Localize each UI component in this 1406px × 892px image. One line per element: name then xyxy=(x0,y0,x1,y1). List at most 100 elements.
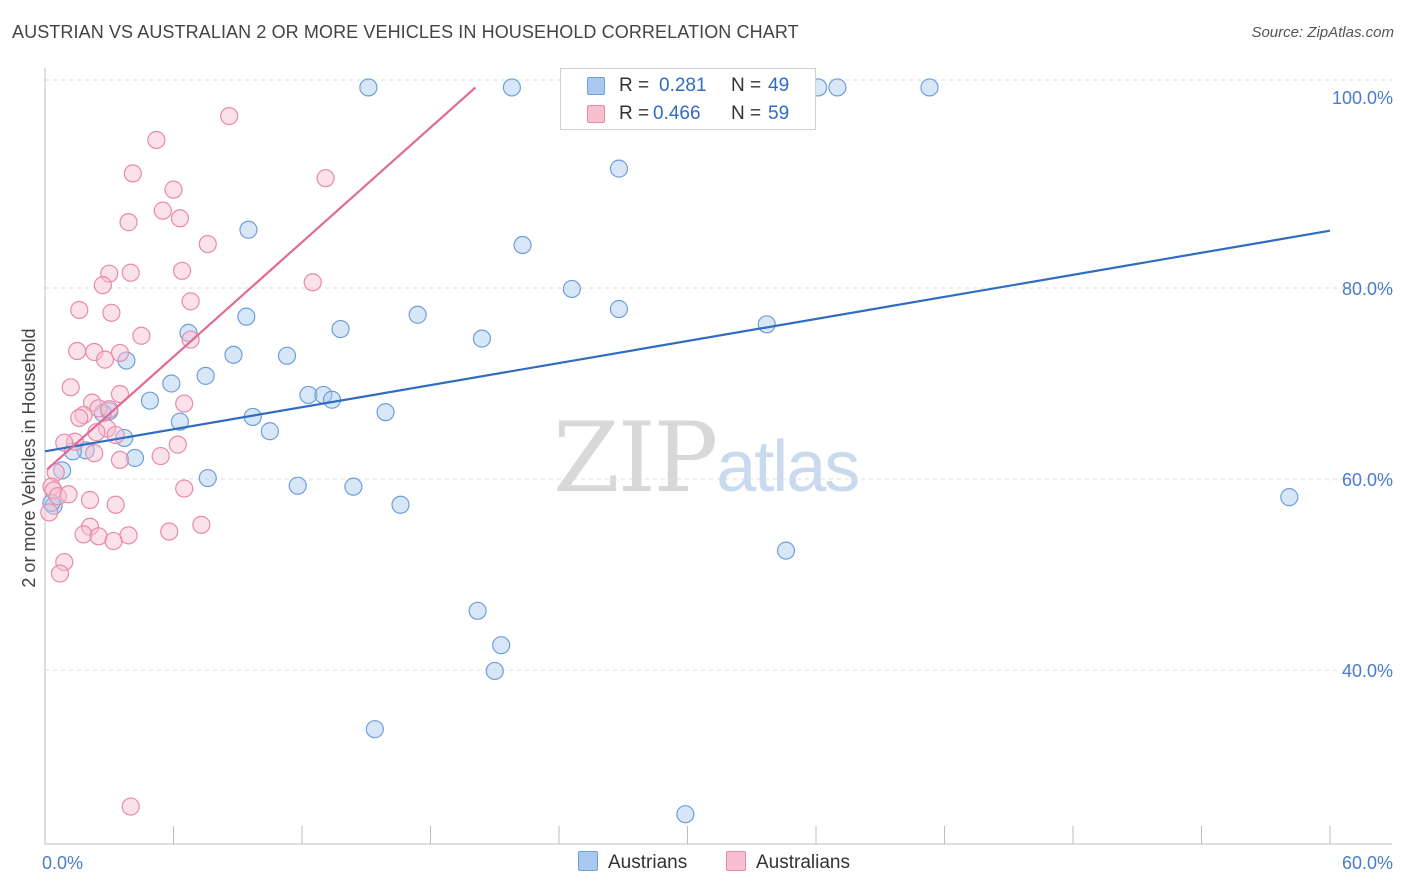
point-austrians-10 xyxy=(408,305,427,324)
point-austrians-1 xyxy=(502,78,521,97)
point-australians-12 xyxy=(303,273,322,292)
point-australians-11 xyxy=(121,263,140,282)
legend-item-australians: Australians xyxy=(726,851,850,874)
watermark-atlas: atlas xyxy=(716,427,860,507)
data-points xyxy=(40,78,1299,824)
point-austrians-0 xyxy=(359,78,378,97)
point-australians-1 xyxy=(147,130,166,150)
point-austrians-6 xyxy=(239,220,258,239)
point-australians-7 xyxy=(119,213,138,232)
point-austrians-36 xyxy=(53,461,72,480)
y-axis-title: 2 or more Vehicles in Household xyxy=(19,328,39,587)
gridlines xyxy=(45,79,1392,671)
point-australians-23 xyxy=(61,378,80,397)
point-austrians-40 xyxy=(1280,488,1299,507)
point-austrians-35 xyxy=(198,468,217,488)
legend-n-value: 49 xyxy=(768,75,790,96)
chart-title: AUSTRIAN VS AUSTRALIAN 2 OR MORE VEHICLE… xyxy=(12,22,799,42)
legend-row-australians: R = 0.466 N = 59 xyxy=(561,100,815,128)
legend-swatch-austrians xyxy=(587,77,605,95)
point-austrians-37 xyxy=(288,476,307,495)
legend-r-value: 0.466 xyxy=(653,103,701,124)
point-australians-14 xyxy=(181,292,200,311)
legend-r-label: R = xyxy=(619,75,650,96)
point-australians-5 xyxy=(153,201,172,220)
y-tick-label-40: 40.0% xyxy=(1342,661,1393,681)
trend-line-australians xyxy=(46,86,477,471)
point-australians-28 xyxy=(100,400,119,419)
point-austrians-17 xyxy=(277,346,297,365)
point-austrians-3 xyxy=(828,78,847,97)
point-australians-45 xyxy=(175,479,194,498)
point-australians-16 xyxy=(102,303,121,322)
point-australians-27 xyxy=(175,394,194,413)
point-australians-48 xyxy=(40,503,59,522)
point-australians-4 xyxy=(164,180,183,199)
legend-label-australians: Australians xyxy=(756,852,850,873)
point-austrians-8 xyxy=(562,279,581,299)
point-australians-38 xyxy=(151,446,170,466)
point-austrians-22 xyxy=(140,391,160,410)
point-australians-15 xyxy=(70,300,89,320)
point-australians-46 xyxy=(80,490,100,510)
point-austrians-18 xyxy=(117,351,136,370)
y-tick-label-80: 80.0% xyxy=(1342,279,1393,299)
point-australians-20 xyxy=(68,341,87,361)
legend-label-austrians: Austrians xyxy=(608,852,688,873)
point-australians-22 xyxy=(95,350,115,369)
legend-row-austrians: R = 0.281 N = 49 xyxy=(561,72,815,100)
legend-n-label: N = xyxy=(731,103,762,124)
legend-swatch-australians xyxy=(726,851,746,871)
point-austrians-39 xyxy=(391,495,410,514)
point-australians-36 xyxy=(168,435,187,454)
legend-n-label: N = xyxy=(731,75,762,96)
point-austrians-7 xyxy=(513,235,532,255)
point-australians-40 xyxy=(46,463,65,482)
point-australians-52 xyxy=(89,527,108,546)
point-australians-37 xyxy=(85,444,104,463)
axes xyxy=(44,68,1392,845)
point-austrians-5 xyxy=(609,159,629,178)
point-australians-39 xyxy=(110,450,130,469)
point-australians-13 xyxy=(93,276,112,295)
point-austrians-20 xyxy=(162,374,181,393)
point-australians-2 xyxy=(123,164,142,183)
legend-swatch-austrians xyxy=(578,851,598,871)
legend-item-austrians: Austrians xyxy=(578,851,687,874)
point-australians-30 xyxy=(70,408,89,427)
point-australians-10 xyxy=(100,264,119,283)
point-austrians-27 xyxy=(170,412,190,431)
axis-labels: 40.0% 60.0% 80.0% 100.0% 0.0% 60.0% 2 or more … xyxy=(19,88,1393,873)
point-australians-58 xyxy=(121,797,140,816)
point-australians-57 xyxy=(160,522,179,541)
point-austrians-9 xyxy=(609,299,629,319)
point-australians-44 xyxy=(59,485,78,504)
point-austrians-38 xyxy=(344,477,363,496)
point-australians-19 xyxy=(110,343,130,363)
point-austrians-15 xyxy=(472,329,491,348)
point-austrians-45 xyxy=(485,661,504,681)
point-austrians-34 xyxy=(125,448,145,468)
legend-r-label: R = xyxy=(619,103,650,124)
point-australians-50 xyxy=(74,525,93,544)
point-austrians-44 xyxy=(492,636,511,655)
trend-line-austrians xyxy=(44,229,1331,453)
y-tick-label-100: 100.0% xyxy=(1332,88,1393,108)
legend-r-value: 0.281 xyxy=(659,75,707,96)
point-austrians-11 xyxy=(237,307,256,326)
point-australians-47 xyxy=(106,495,125,514)
point-austrians-4 xyxy=(920,78,939,97)
point-australians-8 xyxy=(198,234,217,254)
point-austrians-29 xyxy=(260,422,279,441)
point-australians-17 xyxy=(132,326,151,345)
point-australians-0 xyxy=(220,106,239,126)
point-australians-56 xyxy=(192,515,211,534)
point-austrians-13 xyxy=(331,319,350,339)
point-australians-3 xyxy=(316,169,335,188)
point-austrians-26 xyxy=(376,403,395,422)
y-tick-label-60: 60.0% xyxy=(1342,470,1393,490)
point-australians-55 xyxy=(50,564,70,583)
point-austrians-47 xyxy=(676,805,695,824)
point-australians-53 xyxy=(104,531,123,551)
